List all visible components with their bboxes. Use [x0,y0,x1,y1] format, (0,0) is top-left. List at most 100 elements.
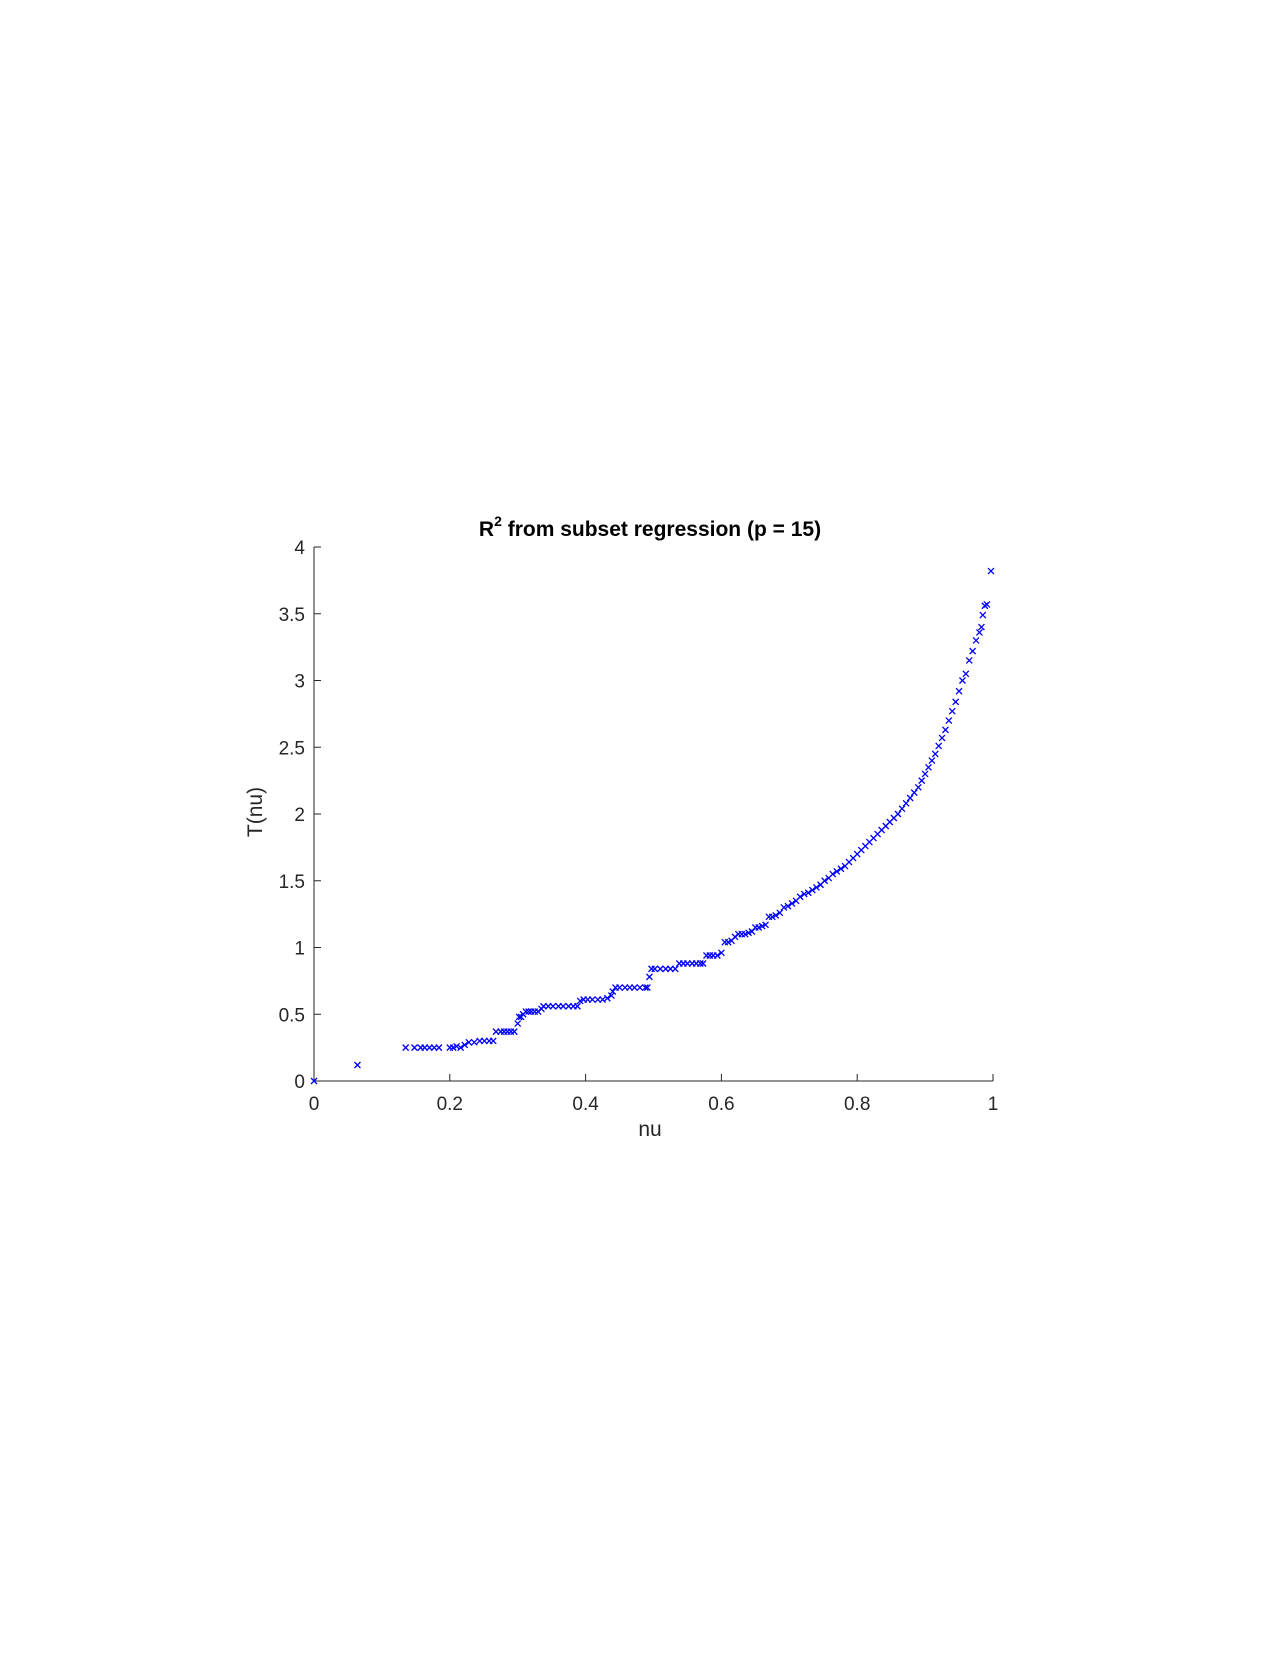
data-point [699,960,707,967]
data-point [942,726,949,734]
chart-title-rest: from subset regression (p = 15) [502,518,821,541]
data-point [969,647,977,655]
data-point [402,1044,410,1052]
data-point [965,657,973,664]
data-point [983,600,991,608]
data-point [977,623,985,631]
y-tick-label: 1.5 [279,872,305,893]
data-point [821,877,829,885]
data-point [931,750,939,758]
y-tick-label: 3.5 [279,605,305,626]
data-point [457,1044,465,1052]
x-tick-label: 0 [309,1094,320,1115]
data-point [921,770,929,778]
data-point [804,889,812,897]
chart-title-base: R [479,518,494,541]
data-point [776,909,784,917]
data-point [979,611,987,619]
data-point [962,670,970,678]
data-point [813,883,820,891]
data-point [772,912,780,919]
plot-area: 0 0.2 0.4 0.6 0.8 1 0 0.5 1 1.5 2 2.5 3 3.5 4 [279,538,999,1115]
data-point [829,870,837,878]
data-point [808,886,816,894]
data-point [656,965,664,973]
data-point [510,1028,518,1036]
data-point [696,960,704,967]
data-point [928,757,936,765]
data-point [470,1038,478,1046]
y-tick-label: 1 [294,939,305,960]
data-point [945,717,953,725]
data-point [894,810,902,818]
y-tick-label: 2.5 [279,738,305,759]
y-tick-label: 0.5 [279,1005,305,1026]
data-point [609,988,617,996]
data-point [671,965,679,973]
data-point [958,677,966,684]
data-point [955,687,963,695]
x-tick-label: 0.4 [572,1094,599,1115]
data-point [549,1002,557,1010]
y-tick-label: 4 [294,538,305,559]
data-point [800,890,808,898]
data-point [784,902,792,910]
data-point [837,865,845,873]
data-point [914,783,922,791]
y-tick-label: 2 [294,805,305,826]
data-point [353,1061,361,1069]
data-point [525,1008,533,1016]
data-point [935,742,943,750]
data-point [411,1044,418,1052]
data-point [559,1002,567,1010]
data-point [910,789,918,797]
y-axis-label: T(nu) [244,787,267,837]
data-point [489,1037,497,1045]
data-point [616,984,624,992]
data-point [925,763,932,771]
data-point [514,1020,522,1028]
data-point [453,1042,461,1050]
x-tick-label: 1 [988,1094,999,1115]
data-point [948,707,956,715]
data-point [641,984,649,992]
data-point [906,794,914,802]
data-point [461,1041,469,1049]
data-point [975,628,983,636]
data-point [796,893,804,901]
data-point [573,1002,581,1010]
data-point [599,996,607,1004]
x-tick-label: 0.8 [844,1094,870,1115]
data-point [902,799,910,807]
x-tick-label: 0.6 [708,1094,734,1115]
data-point [631,984,638,992]
data-point [713,952,721,959]
data-point [972,636,980,644]
chart-title-superscript: 2 [494,513,502,529]
data-point [788,899,796,907]
data-point [833,867,841,875]
data-point [762,921,769,929]
y-tick-label: 0 [294,1072,305,1093]
data-point [645,973,653,981]
data-point [607,992,615,1000]
data-point [898,805,906,813]
data-point [310,1077,318,1085]
data-point [522,1008,530,1016]
chart-title: R2 from subset regression (p = 15) [479,513,821,541]
data-point [918,777,926,785]
data-point [435,1044,443,1052]
y-tick-label: 3 [294,672,305,693]
data-point [603,994,611,1002]
data-point [636,984,644,992]
data-point [515,1013,523,1021]
data-point [780,903,788,911]
data-point [717,949,725,957]
x-axis-label: nu [638,1118,661,1141]
data-point [588,996,596,1004]
data-point [952,698,960,706]
x-tick-label: 0.2 [437,1094,463,1115]
data-point [651,965,659,973]
